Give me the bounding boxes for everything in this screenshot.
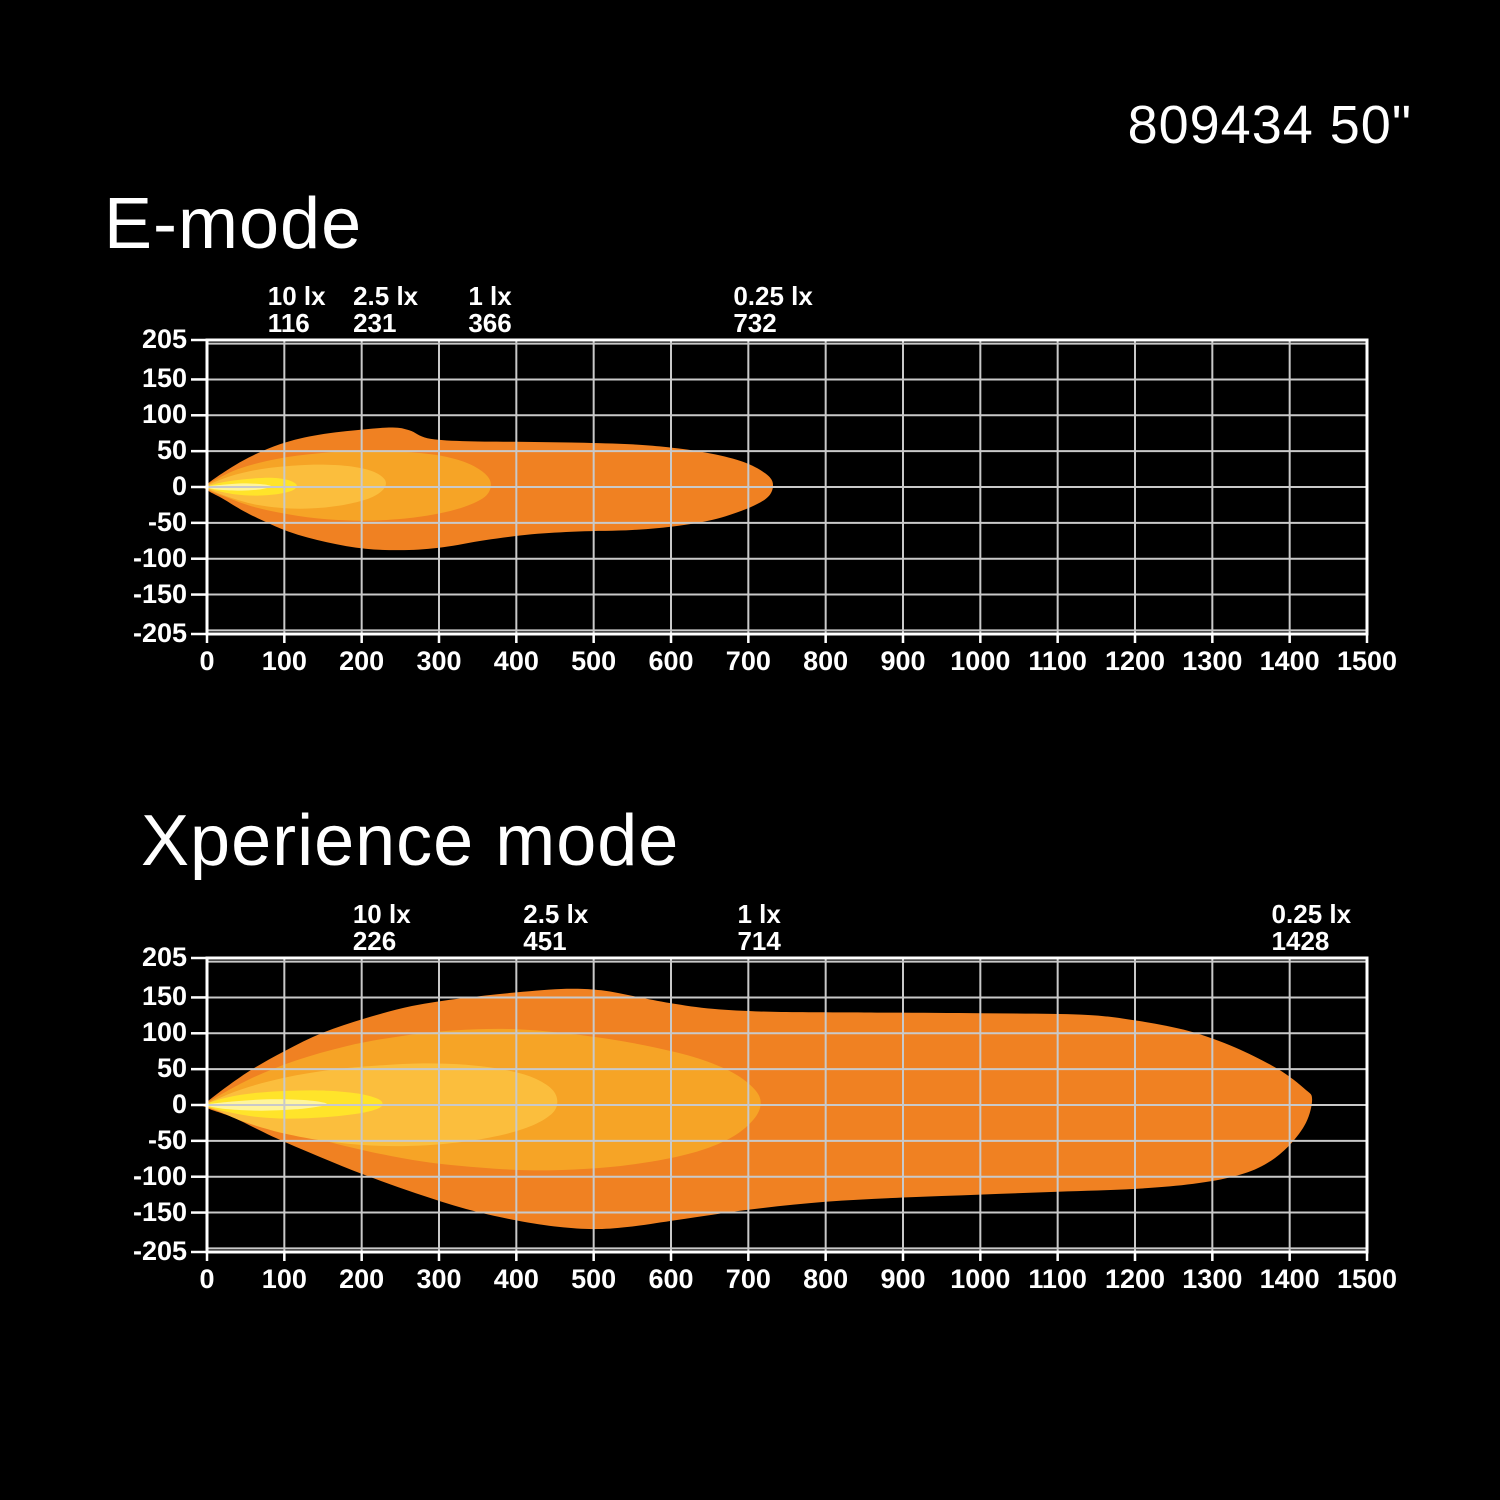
x-tick-label: 1000 — [950, 1264, 1011, 1294]
plot-area-xperience-mode: 205 150 100 50 0 -50 -100 -150 -205 0 100 200 300 40… — [133, 942, 1397, 1294]
lux-annotation: 2.5 lx 451 — [523, 901, 588, 955]
lux-level-label: 10 lx — [352, 899, 411, 929]
y-tick-label: -150 — [132, 1196, 187, 1227]
lux-annotation: 0.25 lx 732 — [733, 283, 813, 337]
x-tick-label: 1100 — [1028, 1264, 1087, 1294]
lux-distance-value: 116 — [267, 308, 310, 338]
lux-distance-value: 366 — [468, 308, 512, 338]
y-tick-label: 50 — [156, 1053, 187, 1084]
x-tick-label: 1100 — [1028, 646, 1087, 676]
y-tick-label: 0 — [171, 470, 187, 501]
y-tick-label: -50 — [147, 1124, 187, 1155]
y-tick-label: 150 — [141, 981, 187, 1012]
lux-level-label: 1 lx — [468, 281, 512, 311]
x-tick-label: 100 — [261, 1264, 307, 1294]
lux-distance-value: 714 — [737, 926, 781, 956]
y-tick-label: 100 — [141, 1017, 187, 1048]
y-axis-labels-e-mode: 205 150 100 50 0 -50 -100 -150 -205 — [4, 324, 187, 648]
beam-plot-svg-xperience-mode — [191, 956, 1369, 1261]
product-title: 809434 50" — [1127, 95, 1412, 155]
x-tick-label: 1200 — [1104, 1264, 1166, 1294]
lux-distance-value: 451 — [523, 926, 567, 956]
x-tick-label: 1000 — [950, 646, 1011, 676]
lux-level-label: 2.5 lx — [353, 281, 419, 311]
beam-plot-svg-e-mode — [191, 338, 1369, 643]
x-tick-label: 800 — [803, 646, 849, 676]
lux-annotation: 1 lx 714 — [737, 901, 780, 955]
x-tick-label: 500 — [571, 646, 617, 676]
x-tick-label: 600 — [648, 1264, 694, 1294]
lux-level-label: 0.25 lx — [733, 281, 813, 311]
lux-annotation: 2.5 lx 231 — [353, 283, 418, 337]
lux-annotation: 1 lx 366 — [468, 283, 511, 337]
y-tick-label: -205 — [132, 617, 187, 648]
x-tick-label: 200 — [339, 1264, 385, 1294]
y-tick-label: -205 — [132, 1235, 187, 1266]
lux-distance-value: 226 — [352, 926, 397, 956]
lux-distance-value: 732 — [733, 308, 777, 338]
chart-title-e-mode: E-mode — [104, 184, 363, 264]
x-tick-label: 0 — [199, 646, 215, 676]
y-tick-label: 100 — [141, 399, 187, 430]
y-tick-label: -100 — [132, 1160, 187, 1191]
x-tick-label: 400 — [493, 1264, 539, 1294]
x-tick-label: 800 — [803, 1264, 849, 1294]
x-axis-labels-e-mode: 0 100 200 300 400 500 600 700 800 900 1000 1100 1200… — [199, 646, 1397, 686]
y-tick-label: -50 — [147, 506, 187, 537]
y-tick-label: -150 — [132, 578, 187, 609]
x-tick-label: 1500 — [1336, 1264, 1398, 1294]
lux-distance-value: 231 — [353, 308, 397, 338]
x-tick-label: 0 — [199, 1264, 215, 1294]
y-axis-labels-xperience-mode: 205 150 100 50 0 -50 -100 -150 -205 — [4, 942, 187, 1266]
lux-level-label: 0.25 lx — [1271, 899, 1352, 929]
x-tick-label: 1400 — [1259, 1264, 1320, 1294]
x-tick-label: 900 — [880, 646, 926, 676]
lux-annotations-xperience-mode: 10 lx 226 2.5 lx 451 1 lx 714 0.25 lx 14… — [207, 901, 1367, 957]
y-tick-label: 50 — [156, 435, 187, 466]
x-tick-label: 700 — [725, 646, 771, 676]
x-tick-label: 200 — [339, 646, 385, 676]
chart-title-xperience-mode: Xperience mode — [141, 801, 680, 881]
plot-area-e-mode: 205 150 100 50 0 -50 -100 -150 -205 0 100 200 300 40… — [133, 324, 1397, 676]
x-tick-label: 300 — [416, 1264, 462, 1294]
lux-distance-value: 1428 — [1271, 926, 1330, 956]
lux-annotation: 0.25 lx 1428 — [1272, 901, 1352, 955]
x-tick-label: 100 — [261, 646, 307, 676]
lux-level-label: 10 lx — [267, 281, 326, 311]
x-tick-label: 700 — [725, 1264, 771, 1294]
y-tick-label: 205 — [141, 323, 187, 354]
x-tick-label: 600 — [648, 646, 694, 676]
x-tick-label: 1500 — [1336, 646, 1398, 676]
lux-annotations-e-mode: 10 lx 116 2.5 lx 231 1 lx 366 0.25 lx 73… — [207, 283, 1367, 339]
x-tick-label: 1300 — [1182, 1264, 1243, 1294]
y-tick-label: -100 — [132, 542, 187, 573]
y-tick-label: 205 — [141, 941, 187, 972]
x-axis-labels-xperience-mode: 0 100 200 300 400 500 600 700 800 900 1000 1100 1200… — [199, 1264, 1397, 1304]
lux-level-label: 1 lx — [737, 899, 781, 929]
lux-level-label: 2.5 lx — [523, 899, 589, 929]
x-tick-label: 500 — [571, 1264, 617, 1294]
lux-annotation: 10 lx 226 — [353, 901, 411, 955]
x-tick-label: 900 — [880, 1264, 926, 1294]
y-tick-label: 150 — [141, 363, 187, 394]
x-tick-label: 300 — [416, 646, 462, 676]
x-tick-label: 400 — [493, 646, 539, 676]
x-tick-label: 1400 — [1259, 646, 1320, 676]
x-tick-label: 1300 — [1182, 646, 1243, 676]
y-tick-label: 0 — [171, 1088, 187, 1119]
x-tick-label: 1200 — [1104, 646, 1166, 676]
lux-annotation: 10 lx 116 — [268, 283, 326, 337]
